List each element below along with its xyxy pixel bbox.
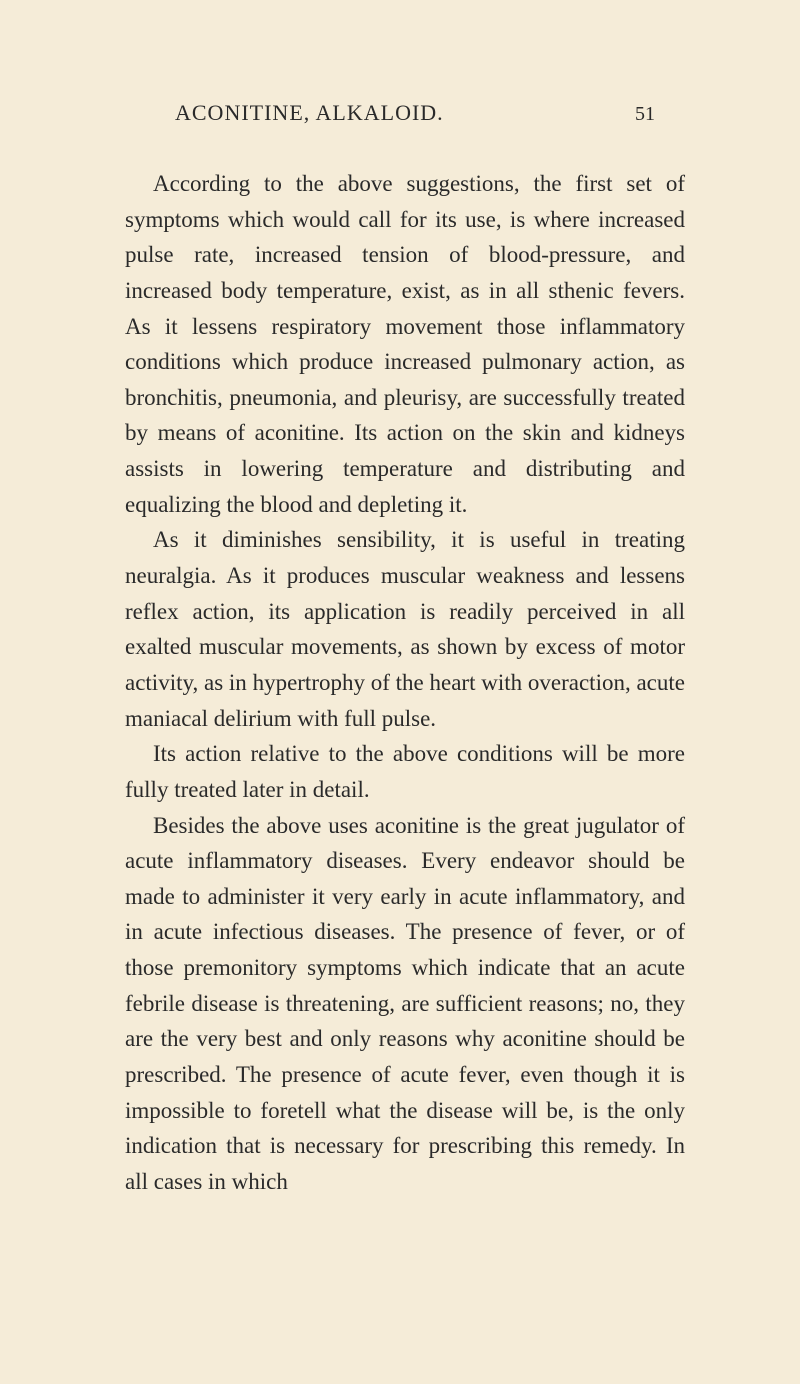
body-text: According to the above suggestions, the … bbox=[125, 166, 685, 1200]
paragraph: According to the above suggestions, the … bbox=[125, 166, 685, 522]
header-title: ACONITINE, ALKALOID. bbox=[175, 100, 444, 126]
page-number: 51 bbox=[635, 103, 655, 126]
paragraph: As it diminishes sensibility, it is usef… bbox=[125, 522, 685, 736]
paragraph: Besides the above uses aconitine is the … bbox=[125, 808, 685, 1200]
page-header: ACONITINE, ALKALOID. 51 bbox=[125, 100, 685, 126]
paragraph: Its action relative to the above conditi… bbox=[125, 736, 685, 807]
